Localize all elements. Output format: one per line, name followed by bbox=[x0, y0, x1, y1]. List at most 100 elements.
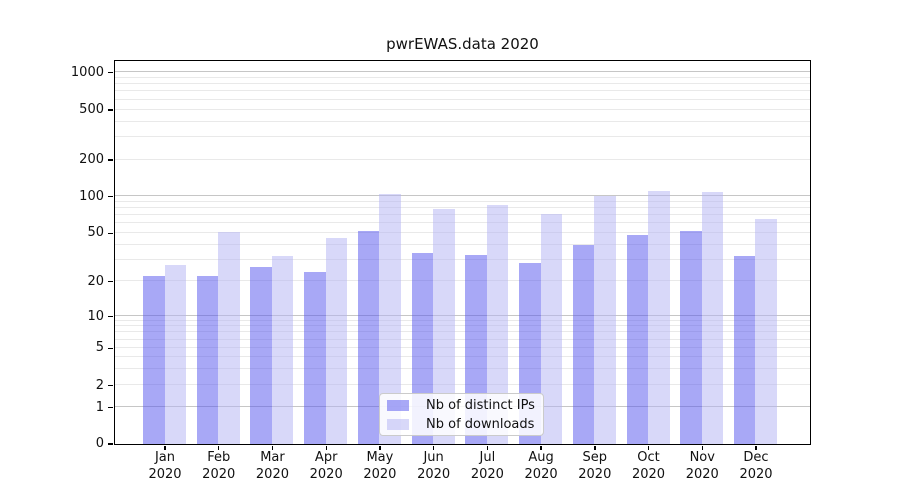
minor-gridline bbox=[114, 108, 810, 110]
y-tick-mark bbox=[108, 316, 113, 318]
legend-swatch-ips bbox=[387, 399, 409, 411]
y-tick-label: 500 bbox=[79, 102, 104, 117]
bar-distinct-ips bbox=[680, 230, 702, 444]
x-tick-mark bbox=[325, 445, 327, 450]
plot-area bbox=[113, 59, 811, 445]
y-tick-label: 10 bbox=[87, 308, 104, 324]
x-tick-mark bbox=[433, 445, 435, 450]
x-tick-mark bbox=[755, 445, 757, 450]
bar-downloads bbox=[486, 204, 509, 444]
bar-downloads bbox=[540, 213, 563, 444]
minor-gridline bbox=[114, 338, 810, 340]
x-tick-label: Oct 2020 bbox=[631, 450, 666, 482]
bar-distinct-ips bbox=[143, 276, 165, 444]
y-tick-label: 1 bbox=[95, 399, 104, 415]
minor-gridline bbox=[114, 320, 810, 322]
y-tick-mark bbox=[108, 407, 113, 409]
minor-gridline bbox=[114, 331, 810, 333]
y-tick-label: 20 bbox=[87, 273, 104, 289]
bar-downloads bbox=[648, 191, 670, 444]
minor-gridline bbox=[114, 90, 810, 92]
y-tick-mark bbox=[108, 232, 113, 234]
x-tick-label: Jul 2020 bbox=[470, 450, 504, 482]
y-tick-label: 2 bbox=[95, 377, 104, 393]
major-gridline bbox=[114, 195, 810, 197]
minor-gridline bbox=[114, 98, 810, 100]
legend: Nb of distinct IPs Nb of downloads bbox=[379, 393, 544, 436]
bar-downloads bbox=[594, 196, 616, 444]
bar-distinct-ips bbox=[733, 256, 756, 444]
bar-distinct-ips bbox=[304, 271, 326, 444]
minor-gridline bbox=[114, 136, 810, 138]
bar-downloads bbox=[379, 193, 401, 444]
bar-distinct-ips bbox=[250, 267, 272, 444]
bar-distinct-ips bbox=[626, 234, 649, 444]
y-tick-mark bbox=[108, 109, 113, 111]
minor-gridline bbox=[114, 384, 810, 386]
minor-gridline bbox=[114, 222, 810, 224]
bar-downloads bbox=[271, 256, 294, 444]
legend-label-ips: Nb of distinct IPs bbox=[426, 397, 535, 413]
y-tick-mark bbox=[108, 159, 113, 161]
y-tick-label: 0 bbox=[95, 436, 104, 451]
bar-distinct-ips bbox=[572, 244, 595, 444]
bar-downloads bbox=[701, 192, 724, 444]
x-tick-mark bbox=[647, 445, 650, 450]
major-gridline bbox=[114, 315, 810, 317]
y-tick-mark bbox=[108, 71, 113, 74]
minor-gridline bbox=[114, 355, 810, 357]
minor-gridline bbox=[114, 200, 810, 202]
y-tick-mark bbox=[108, 443, 113, 445]
minor-gridline bbox=[114, 83, 810, 85]
x-tick-mark bbox=[594, 445, 596, 450]
legend-item-downloads: Nb of downloads bbox=[380, 417, 543, 432]
x-tick-label: Jan 2020 bbox=[148, 450, 182, 482]
x-tick-mark bbox=[218, 445, 220, 450]
legend-label-downloads: Nb of downloads bbox=[426, 416, 535, 432]
x-tick-mark bbox=[164, 445, 166, 450]
y-tick-label: 200 bbox=[79, 152, 104, 167]
x-tick-label: May 2020 bbox=[363, 450, 397, 482]
bar-downloads bbox=[433, 209, 455, 444]
minor-gridline bbox=[114, 325, 810, 327]
minor-gridline bbox=[114, 243, 810, 245]
bar-downloads bbox=[164, 265, 186, 444]
minor-gridline bbox=[114, 214, 810, 216]
x-tick-mark bbox=[271, 445, 274, 450]
x-tick-label: Mar 2020 bbox=[255, 450, 289, 482]
x-tick-mark bbox=[379, 445, 381, 450]
x-tick-label: Nov 2020 bbox=[685, 450, 719, 482]
y-tick-mark bbox=[108, 347, 113, 349]
bar-distinct-ips bbox=[357, 230, 380, 444]
y-tick-label: 50 bbox=[87, 225, 104, 241]
minor-gridline bbox=[114, 258, 810, 260]
bar-distinct-ips bbox=[196, 276, 219, 444]
bar-downloads bbox=[755, 218, 777, 444]
minor-gridline bbox=[114, 206, 810, 208]
bar-downloads bbox=[218, 231, 240, 444]
x-tick-mark bbox=[540, 445, 542, 450]
minor-gridline bbox=[114, 367, 810, 369]
legend-swatch-downloads bbox=[387, 418, 409, 430]
bar-downloads bbox=[325, 238, 348, 444]
minor-gridline bbox=[114, 231, 810, 233]
y-tick-label: 100 bbox=[79, 188, 104, 204]
x-tick-label: Sep 2020 bbox=[578, 450, 612, 482]
y-tick-mark bbox=[108, 385, 113, 387]
x-tick-label: Apr 2020 bbox=[309, 450, 343, 482]
legend-item-distinct-ips: Nb of distinct IPs bbox=[380, 398, 543, 413]
minor-gridline bbox=[114, 76, 810, 78]
x-tick-mark bbox=[486, 445, 489, 450]
x-tick-label: Feb 2020 bbox=[202, 450, 236, 482]
minor-gridline bbox=[114, 120, 810, 122]
minor-gridline bbox=[114, 346, 810, 348]
minor-gridline bbox=[114, 280, 810, 282]
x-tick-mark bbox=[701, 445, 703, 450]
y-tick-label: 5 bbox=[95, 340, 104, 356]
x-tick-label: Aug 2020 bbox=[524, 450, 558, 482]
y-tick-label: 1000 bbox=[70, 64, 104, 80]
x-tick-label: Jun 2020 bbox=[417, 450, 451, 482]
x-tick-label: Dec 2020 bbox=[739, 450, 773, 482]
chart-title: pwrEWAS.data 2020 bbox=[386, 35, 539, 53]
